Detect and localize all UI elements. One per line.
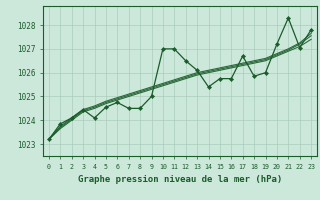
X-axis label: Graphe pression niveau de la mer (hPa): Graphe pression niveau de la mer (hPa) xyxy=(78,175,282,184)
